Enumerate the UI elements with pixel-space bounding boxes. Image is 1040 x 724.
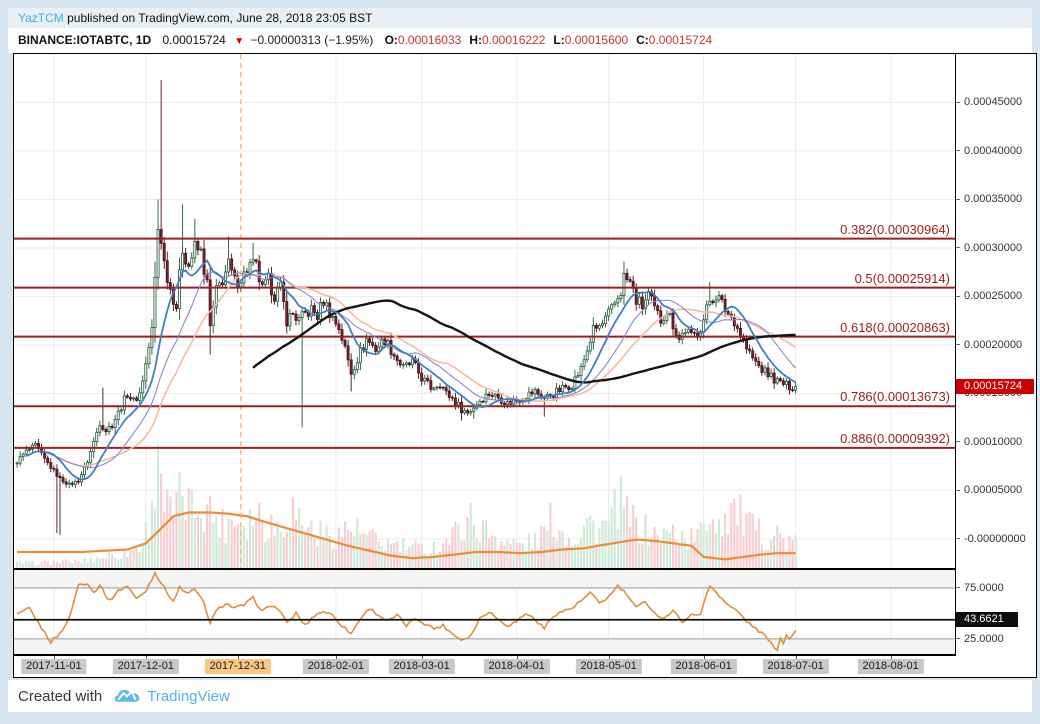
fib-level-label[interactable]: 0.5(0.00025914) — [854, 270, 950, 286]
price-axis-label: 0.00040000 — [956, 144, 1022, 158]
time-axis-tick — [237, 656, 239, 660]
main-price-pane: 0.382(0.00030964) 0.5(0.00025914) 0.618(0.… — [14, 54, 955, 568]
time-axis[interactable]: 2017-11-01 2017-12-01 2017-12-31 2018-02-01… — [14, 656, 1036, 677]
price-axis-label: 0.00005000 — [956, 483, 1022, 497]
rsi-chart-canvas[interactable] — [14, 570, 955, 654]
ma-slow-line — [50, 272, 797, 467]
time-axis-tick — [53, 656, 55, 660]
author-link[interactable]: YazTCM — [18, 11, 64, 25]
time-axis-label: 2018-03-01 — [388, 659, 455, 674]
price-down-arrow-icon: ▼ — [234, 36, 245, 47]
created-with-text: Created with — [18, 687, 103, 705]
last-price: 0.00015724 — [162, 33, 226, 47]
tradingview-brand-link[interactable]: TradingView — [147, 687, 230, 705]
price-axis-label: 0.00045000 — [956, 95, 1022, 109]
price-change: −0.00000313 (−1.95%) — [250, 33, 374, 47]
volume-ma-line — [17, 511, 796, 561]
rsi-value-badge: 43.6621 — [956, 612, 1018, 628]
fib-level-label[interactable]: 0.886(0.00009392) — [840, 430, 950, 446]
price-axis-label: 0.00020000 — [956, 338, 1022, 352]
ma-mid-line — [38, 271, 796, 469]
rsi-line — [16, 570, 797, 652]
pane-divider[interactable] — [14, 568, 1036, 570]
ohlc-label: L: — [553, 33, 565, 47]
price-axis-label: 0.00030000 — [956, 241, 1022, 255]
chart-container: 0.382(0.00030964) 0.5(0.00025914) 0.618(0.… — [13, 53, 1037, 678]
volume-bars-layer — [16, 444, 797, 568]
time-axis-label: 2018-06-01 — [670, 659, 737, 674]
price-axis-label: 0.00010000 — [956, 435, 1022, 449]
time-axis-label: 2018-08-01 — [857, 659, 924, 674]
time-axis-label: 2017-11-01 — [21, 659, 87, 674]
rsi-overbought-zone — [14, 570, 955, 588]
last-price-badge: 0.00015724 — [956, 378, 1034, 394]
time-axis-label: 2018-02-01 — [302, 659, 369, 674]
time-axis-tick — [335, 656, 337, 660]
price-axis-label: -0.00000000 — [956, 532, 1026, 546]
ohlc-value: 0.00016222 — [481, 33, 546, 47]
ohlc-label: C: — [636, 33, 649, 47]
ma-fast-line — [25, 259, 797, 481]
tradingview-logo-icon — [114, 686, 140, 706]
ohlc-value: 0.00016033 — [397, 33, 462, 47]
ohlc-label: H: — [469, 33, 482, 47]
footer-bar: Created with TradingView — [8, 680, 1032, 712]
time-axis-label: 2018-07-01 — [762, 659, 829, 674]
time-axis-tick — [421, 656, 423, 660]
time-axis-tick — [890, 656, 892, 660]
rsi-axis-label: 25.0000 — [956, 632, 1004, 646]
rsi-axis-label: 75.0000 — [956, 581, 1004, 595]
time-axis-tick — [795, 656, 797, 660]
time-axis-tick — [516, 656, 518, 660]
ohlc-value: 0.00015724 — [648, 33, 713, 47]
candles-layer — [15, 80, 798, 536]
price-chart-canvas[interactable] — [14, 54, 955, 568]
fib-level-label[interactable]: 0.786(0.00013673) — [840, 389, 950, 405]
time-axis-label: 2017-12-01 — [112, 659, 179, 674]
time-axis-tick — [145, 656, 147, 660]
time-axis-tick — [703, 656, 705, 660]
ohlc-values: O:0.00016033 H:0.00016222 L:0.00015600 C:0.… — [377, 33, 713, 47]
price-axis[interactable]: 0.00045000 0.00040000 0.00035000 0.00030000… — [955, 54, 1036, 677]
publish-info-text: published on TradingView.com, June 28, 2… — [63, 11, 373, 25]
price-axis-label: 0.00035000 — [956, 192, 1022, 206]
time-axis-label: 2018-05-01 — [575, 659, 642, 674]
publish-info-bar: YazTCM published on TradingView.com, Jun… — [8, 8, 1032, 28]
time-axis-label-highlighted: 2017-12-31 — [204, 659, 271, 674]
time-axis-tick — [608, 656, 610, 660]
ma-long-line — [252, 299, 796, 384]
symbol-info-bar: BINANCE:IOTABTC, 1D 0.00015724 ▼ −0.0000… — [8, 28, 1032, 53]
rsi-pane — [14, 570, 955, 654]
time-axis-label: 2018-04-01 — [483, 659, 550, 674]
fib-level-label[interactable]: 0.618(0.00020863) — [840, 319, 950, 335]
symbol-title: BINANCE:IOTABTC, 1D — [18, 33, 152, 47]
price-axis-label: 0.00025000 — [956, 289, 1022, 303]
fib-level-label[interactable]: 0.382(0.00030964) — [840, 221, 950, 237]
pane-divider[interactable] — [14, 654, 1036, 656]
rsi-oversold-zone — [14, 638, 955, 654]
ohlc-value: 0.00015600 — [564, 33, 629, 47]
ohlc-label: O: — [384, 33, 398, 47]
